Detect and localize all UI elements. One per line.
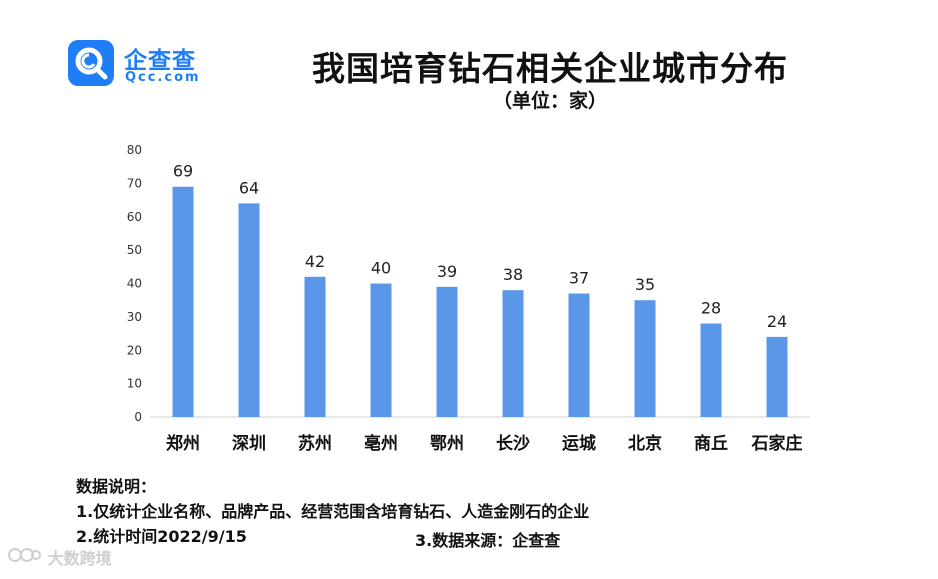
bar [172, 186, 194, 417]
watermark-text: 大数跨境 [47, 549, 112, 568]
bar [568, 293, 590, 417]
y-tick-label: 10 [127, 377, 142, 391]
bar [502, 290, 524, 417]
data-label: 39 [437, 262, 457, 281]
y-tick-label: 40 [127, 277, 142, 291]
x-category-label: 深圳 [232, 433, 266, 454]
x-category-label: 北京 [628, 433, 662, 454]
data-label: 24 [767, 312, 787, 331]
x-axis: 郑州 深圳 苏州 亳州 鄂州 长沙 运城 北京 商丘 石家庄 [166, 433, 803, 454]
dashu-watermark-icon [8, 548, 48, 568]
data-label: 42 [305, 252, 325, 271]
x-category-label: 亳州 [364, 433, 398, 454]
data-label: 35 [635, 275, 655, 294]
x-category-label: 运城 [562, 434, 596, 454]
bar [634, 300, 656, 417]
y-tick-label: 20 [127, 343, 142, 357]
bar [238, 203, 260, 417]
bars-group [172, 186, 788, 417]
data-label: 64 [239, 178, 259, 197]
data-label: 37 [569, 269, 589, 288]
bar [700, 323, 722, 417]
x-category-label: 郑州 [166, 433, 200, 454]
qcc-magnifier-logo-icon [68, 40, 114, 86]
y-tick-label: 50 [127, 243, 142, 257]
bar [436, 286, 458, 417]
data-labels-group: 69 64 42 40 39 38 37 35 28 24 [173, 162, 787, 331]
y-tick-label: 60 [127, 210, 142, 224]
notes-heading: 数据说明： [76, 477, 157, 496]
notes-line-1: 1.仅统计企业名称、品牌产品、经营范围含培育钻石、人造金刚石的企业 [76, 502, 590, 521]
data-label: 69 [173, 162, 193, 181]
x-category-label: 商丘 [694, 433, 728, 454]
bar [370, 283, 392, 417]
data-notes: 数据说明： 1.仅统计企业名称、品牌产品、经营范围含培育钻石、人造金刚石的企业 … [76, 474, 589, 549]
y-axis: 0 10 20 30 40 50 60 70 80 [127, 143, 142, 424]
logo-domain: Qcc.com [125, 70, 201, 85]
watermark: 大数跨境 [8, 545, 112, 569]
y-tick-label: 70 [127, 176, 142, 190]
chart-title: 我国培育钻石相关企业城市分布 [312, 49, 788, 88]
qcc-logo: 企查查 Qcc.com [68, 40, 218, 88]
x-category-label: 苏州 [298, 433, 332, 454]
x-category-label: 鄂州 [430, 434, 464, 454]
y-tick-label: 30 [127, 310, 142, 324]
x-category-label: 长沙 [496, 433, 530, 454]
notes-line-3: 3.数据来源：企查查 [415, 531, 561, 550]
data-label: 38 [503, 265, 523, 284]
data-label: 28 [701, 299, 721, 318]
x-category-label: 石家庄 [751, 433, 803, 454]
data-label: 40 [371, 259, 391, 278]
logo-name: 企查查 [124, 48, 196, 74]
y-tick-label: 0 [134, 410, 142, 424]
notes-line-2: 2.统计时间2022/9/15 [76, 527, 247, 546]
bar [304, 276, 326, 417]
y-tick-label: 80 [127, 143, 142, 157]
bar-chart: 0 10 20 30 40 50 60 70 80 69 64 42 40 39 38 37 35 28 24 郑… [127, 143, 810, 454]
chart-subtitle: （单位：家） [492, 90, 607, 112]
bar [766, 336, 788, 417]
